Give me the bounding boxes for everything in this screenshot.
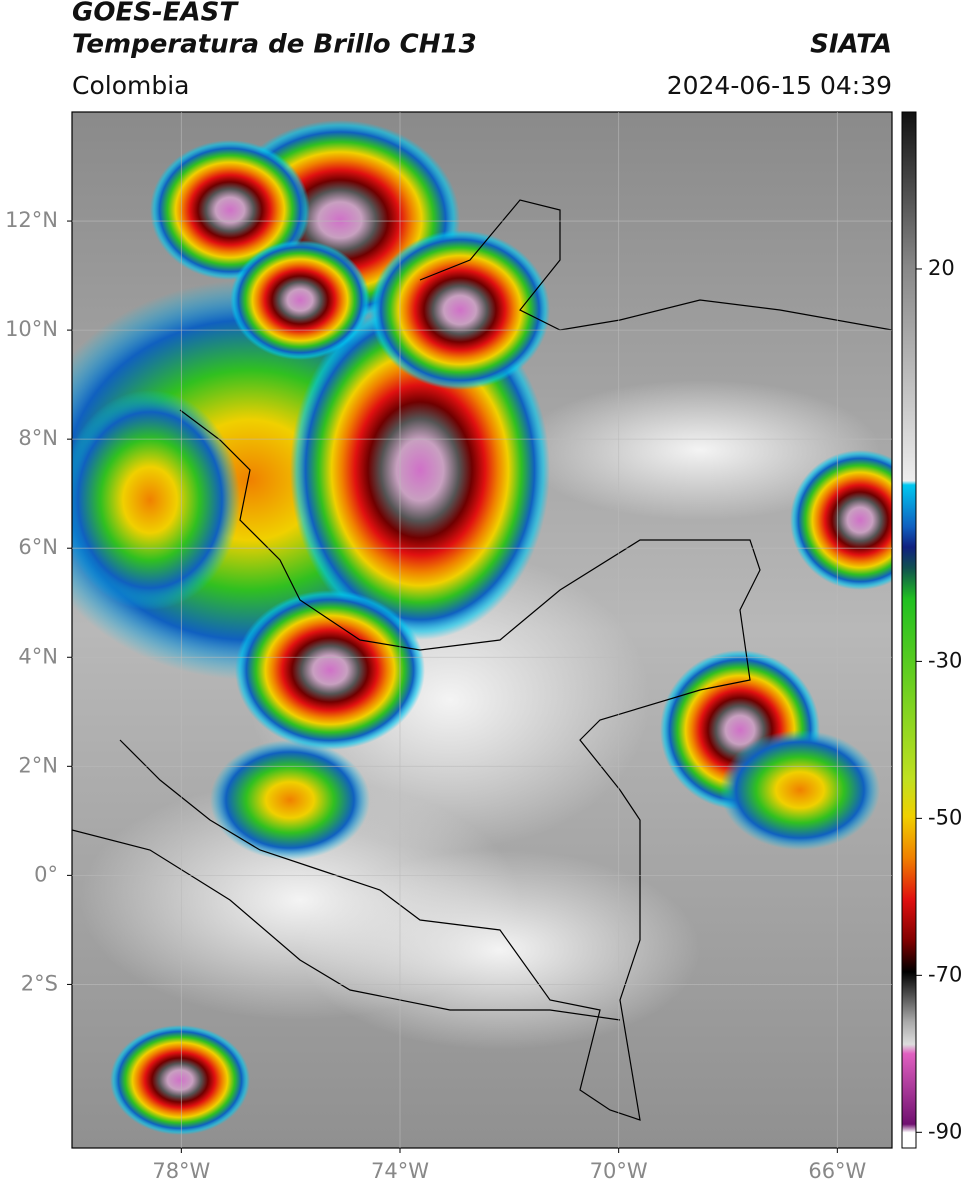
lon-tick-label: 74°W — [371, 1159, 429, 1183]
imagery — [72, 112, 892, 1148]
datetime: 2024-06-15 04:39 — [667, 71, 892, 100]
colorbar — [901, 111, 917, 1149]
lat-tick-label: 4°N — [18, 644, 58, 668]
lat-tick-label: 12°N — [5, 208, 58, 232]
colorbar-tick-label: -30 — [928, 648, 962, 672]
lat-tick-label: 2°N — [18, 753, 58, 777]
colorbar-tick-label: -90 — [928, 1119, 962, 1143]
colorbar-tick-label: -50 — [928, 805, 962, 829]
lat-tick-label: 6°N — [18, 535, 58, 559]
lon-tick-label: 66°W — [808, 1159, 866, 1183]
colorbar-tick-label: -70 — [928, 962, 962, 986]
lat-tick-label: 2°S — [21, 971, 58, 995]
title: GOES-EAST — [72, 0, 239, 28]
lat-tick-label: 10°N — [5, 317, 58, 341]
region: Colombia — [72, 71, 189, 100]
lat-tick-label: 8°N — [18, 426, 58, 450]
lat-tick-label: 0° — [34, 862, 58, 886]
source: SIATA — [810, 30, 892, 60]
lon-tick-label: 70°W — [590, 1159, 648, 1183]
map-frame — [71, 111, 893, 1149]
subtitle: Temperatura de Brillo CH13 — [72, 30, 477, 60]
colorbar-tick-label: 20 — [928, 256, 955, 280]
lon-tick-label: 78°W — [152, 1159, 210, 1183]
